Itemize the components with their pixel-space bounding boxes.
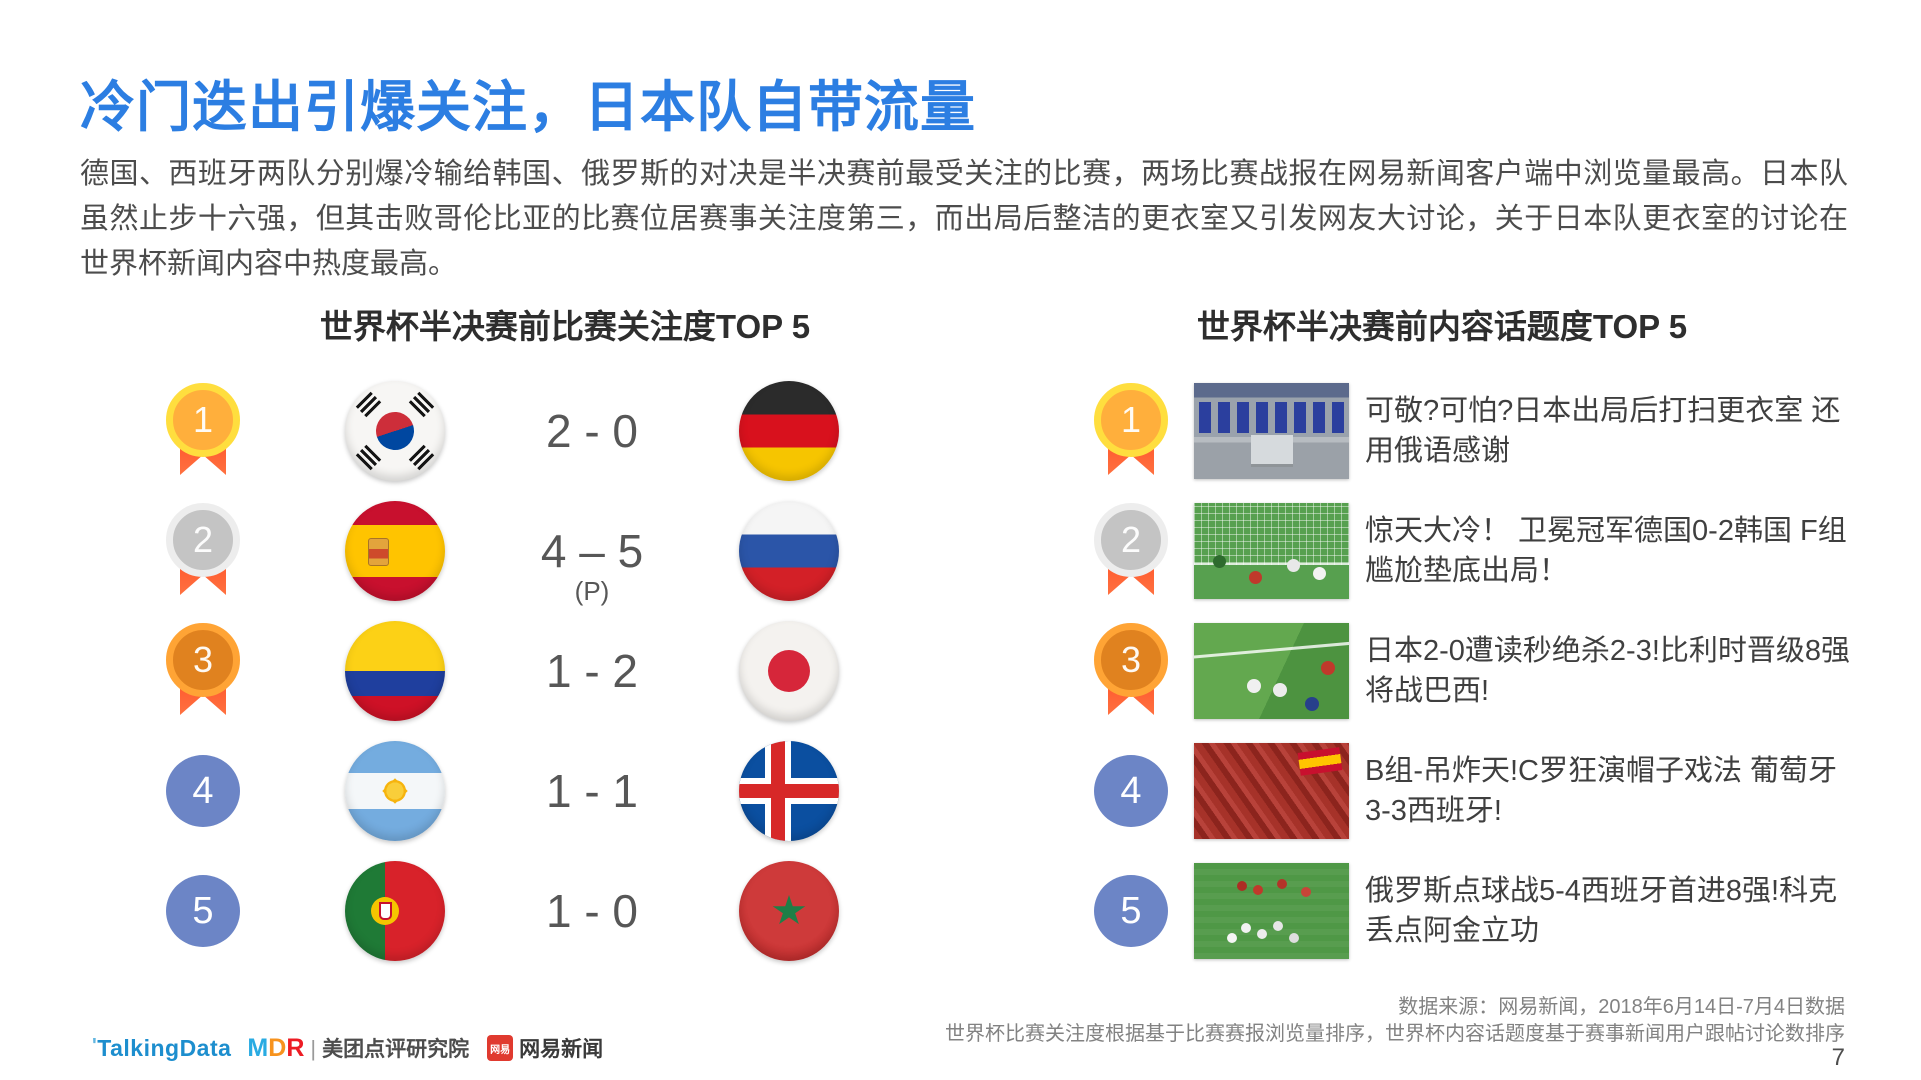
article-thumbnail-fans-crowd	[1194, 743, 1349, 839]
rank-1-gold-medal-icon: 1	[166, 383, 240, 479]
rank-number: 1	[166, 383, 240, 457]
article-headline: 惊天大冷！ 卫冕冠军德国0-2韩国 F组尴尬垫底出局！	[1365, 514, 1847, 587]
summary-paragraph: 德国、西班牙两队分别爆冷输给韩国、俄罗斯的对决是半决赛前最受关注的比赛，两场比赛…	[80, 158, 1848, 280]
mdr-letter-m: M	[247, 1034, 269, 1062]
rank-number: 2	[166, 503, 240, 577]
rank-number: 3	[1094, 623, 1168, 697]
left-ranking-title: 世界杯半决赛前比赛关注度TOP 5	[319, 308, 811, 345]
rank-2-silver-medal-icon: 2	[1094, 503, 1168, 599]
flag-russia-icon	[739, 501, 839, 601]
article-headline: 可敬?可怕?日本出局后打扫更衣室 还用俄语感谢	[1365, 394, 1841, 467]
right-ranking-title: 世界杯半决赛前内容话题度TOP 5	[1196, 308, 1688, 345]
article-thumbnail-team-celebration	[1194, 863, 1349, 959]
article-row: 3 日本2-0遭读秒绝杀2-3!比利时晋级8强将战巴西!	[1092, 611, 1872, 731]
match-row: 2 4 – 5 (P)	[165, 491, 905, 611]
netease-logo-icon: 网易	[487, 1035, 514, 1061]
source-line-1: 数据来源：网易新闻，2018年6月14日-7月4日数据	[1398, 996, 1845, 1018]
mdr-meituan-logo: MDR | 美团点评研究院	[247, 1033, 469, 1063]
netease-news-label: 网易新闻	[519, 1038, 604, 1061]
rank-1-gold-medal-icon: 1	[1094, 383, 1168, 479]
page-title: 冷门迭出引爆关注，日本队自带流量	[80, 76, 977, 138]
mdr-letter-r: R	[286, 1034, 305, 1062]
match-score: 1 - 0	[545, 885, 639, 937]
flag-iceland-icon	[739, 741, 839, 841]
rank-5-circle: 5	[1094, 875, 1168, 947]
rank-3-bronze-medal-icon: 3	[166, 623, 240, 719]
flag-morocco-icon	[739, 861, 839, 961]
match-row: 4 1 - 1	[165, 731, 905, 851]
source-line-2: 世界杯比赛关注度根据基于比赛赛报浏览量排序，世界杯内容话题度基于赛事新闻用户跟帖…	[945, 1023, 1845, 1045]
match-score: 4 – 5	[540, 525, 644, 577]
rank-2-silver-medal-icon: 2	[166, 503, 240, 599]
article-row: 4 B组-吊炸天!C罗狂演帽子戏法 葡萄牙3-3西班牙!	[1092, 731, 1872, 851]
match-attention-list: 1 2 - 0 2 4 – 5 (P) 3 1	[165, 371, 905, 971]
flag-japan-icon	[739, 621, 839, 721]
flag-argentina-icon	[345, 741, 445, 841]
data-source-note: 数据来源：网易新闻，2018年6月14日-7月4日数据 世界杯比赛关注度根据基于…	[945, 994, 1845, 1048]
flag-portugal-icon	[345, 861, 445, 961]
article-headline: 日本2-0遭读秒绝杀2-3!比利时晋级8强将战巴西!	[1365, 634, 1851, 707]
rank-3-bronze-medal-icon: 3	[1094, 623, 1168, 719]
meituan-institute-label: 美团点评研究院	[322, 1038, 470, 1061]
match-row: 5 1 - 0	[165, 851, 905, 971]
rank-number: 2	[1094, 503, 1168, 577]
flag-south-korea-icon	[345, 381, 445, 481]
rank-4-circle: 4	[166, 755, 240, 827]
article-row: 1 可敬?可怕?日本出局后打扫更衣室 还用俄语感谢	[1092, 371, 1872, 491]
rank-4-circle: 4	[1094, 755, 1168, 827]
talkingdata-logo: TalkingData	[92, 1035, 231, 1062]
article-headline: B组-吊炸天!C罗狂演帽子戏法 葡萄牙3-3西班牙!	[1365, 754, 1838, 827]
article-thumbnail-locker-room	[1194, 383, 1349, 479]
match-score: 1 - 1	[545, 765, 639, 817]
mdr-letter-d: D	[268, 1034, 287, 1062]
match-row: 3 1 - 2	[165, 611, 905, 731]
article-headline: 俄罗斯点球战5-4西班牙首进8强!科克丢点阿金立功	[1365, 874, 1838, 947]
flag-germany-icon	[739, 381, 839, 481]
article-row: 5 俄罗斯点球战5-4西班牙首进8强!科克丢点阿金立功	[1092, 851, 1872, 971]
page-number: 7	[1831, 1044, 1845, 1071]
footer-logos: TalkingData MDR|美团点评研究院 网易 网易新闻	[92, 1032, 603, 1064]
rank-number: 1	[1094, 383, 1168, 457]
rank-5-circle: 5	[166, 875, 240, 947]
match-row: 1 2 - 0	[165, 371, 905, 491]
flag-spain-icon	[345, 501, 445, 601]
rank-number: 3	[166, 623, 240, 697]
penalty-note: (P)	[574, 576, 610, 606]
logo-separator: |	[310, 1036, 317, 1061]
article-thumbnail-pitch-scene	[1194, 623, 1349, 719]
flag-colombia-icon	[345, 621, 445, 721]
content-topic-list: 1 可敬?可怕?日本出局后打扫更衣室 还用俄语感谢 2 惊天大冷！ 卫冕冠军德国…	[1092, 371, 1872, 971]
article-row: 2 惊天大冷！ 卫冕冠军德国0-2韩国 F组尴尬垫底出局！	[1092, 491, 1872, 611]
article-thumbnail-goal-scene	[1194, 503, 1349, 599]
match-score: 2 - 0	[545, 405, 639, 457]
match-score: 1 - 2	[545, 645, 639, 697]
